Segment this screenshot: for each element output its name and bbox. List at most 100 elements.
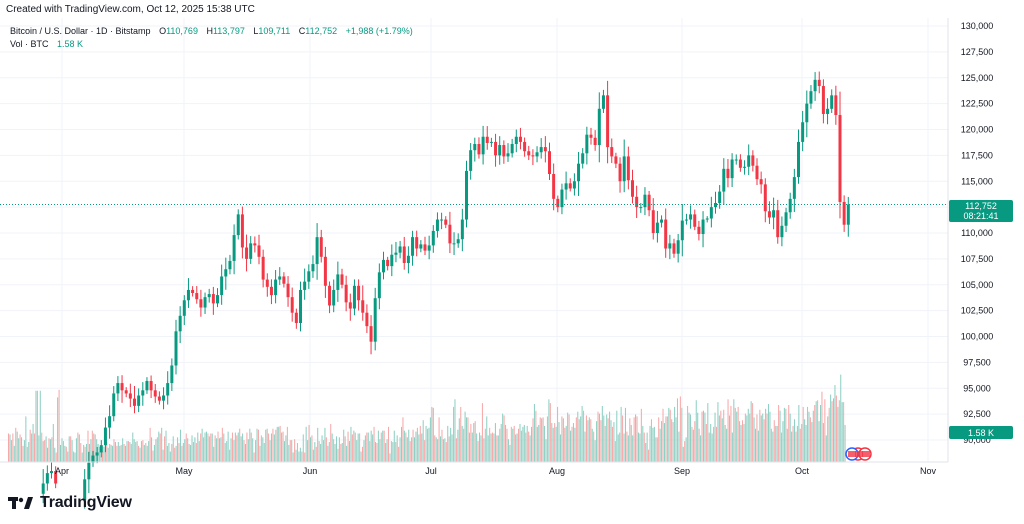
candle-body: [518, 136, 522, 142]
volume-bar: [250, 432, 252, 462]
tradingview-logo[interactable]: TradingView: [8, 494, 132, 512]
volume-bar: [554, 423, 556, 462]
volume-bar: [393, 430, 395, 462]
volume-bar: [143, 444, 145, 462]
volume-bar: [666, 416, 668, 462]
volume-bar: [331, 433, 333, 462]
candle-body: [328, 285, 332, 306]
volume-bar: [775, 425, 777, 462]
volume-bar: [309, 437, 312, 462]
volume-bar: [509, 444, 511, 462]
volume-bar: [18, 438, 20, 462]
volume-bar: [772, 431, 774, 462]
volume-bar: [139, 447, 141, 462]
candle-body: [245, 247, 249, 259]
candle-body: [572, 181, 576, 189]
candle-body: [626, 156, 630, 181]
volume-bar: [201, 428, 203, 462]
volume-bar: [684, 441, 686, 462]
chart-legend: Bitcoin / U.S. Dollar · 1D · Bitstamp O1…: [10, 25, 413, 51]
volume-bar: [626, 431, 628, 462]
price-tick-label: 130,000: [961, 21, 994, 31]
candle-body: [41, 483, 45, 494]
volume-bar: [471, 432, 473, 462]
time-axis[interactable]: Apr May Jun Jul Aug Sep Oct Nov: [55, 466, 937, 476]
volume-bar: [207, 433, 209, 462]
candle-body: [344, 284, 348, 303]
volume-bar: [61, 438, 63, 462]
volume-bar: [211, 433, 213, 462]
volume-bar: [843, 402, 845, 462]
volume-bar: [441, 429, 443, 462]
volume-bar: [503, 415, 505, 462]
candle-body: [813, 79, 817, 92]
volume-bar: [175, 445, 177, 462]
volume-bar: [337, 448, 339, 462]
volume-bar: [255, 440, 257, 462]
candle-body: [477, 143, 481, 155]
volume-bar: [78, 434, 80, 462]
price-tick-label: 127,500: [961, 47, 994, 57]
volume-bar: [182, 443, 184, 462]
volume-bar: [317, 427, 319, 462]
volume-bar: [64, 445, 66, 462]
volume-bar: [187, 438, 189, 462]
volume-bar: [47, 447, 49, 462]
volume-bar: [448, 436, 450, 462]
volume-bar: [289, 440, 291, 462]
volume-bar: [239, 428, 241, 462]
volume-bar: [650, 419, 652, 462]
volume-bar: [506, 428, 508, 462]
price-tick-label: 97,500: [963, 357, 991, 367]
volume-bar: [796, 425, 798, 462]
volume-bar: [487, 435, 489, 462]
candle-body: [743, 166, 747, 168]
volume-bar: [542, 417, 544, 462]
volume-bar: [548, 399, 550, 462]
price-tick-label: 102,500: [961, 306, 994, 316]
volume-bar: [713, 426, 715, 462]
candle-body: [747, 155, 751, 167]
candle-body: [278, 276, 282, 280]
candle-body: [842, 201, 846, 225]
volume-bar: [802, 406, 804, 462]
volume-bar: [538, 424, 540, 462]
volume-bar: [308, 424, 310, 462]
volume-bar: [694, 421, 696, 462]
volume-label[interactable]: Vol · BTC: [10, 39, 49, 49]
volume-bar: [366, 432, 368, 462]
volume-bar: [596, 421, 598, 462]
volume-bar: [413, 437, 416, 462]
volume-bar: [528, 431, 530, 462]
candle-body: [780, 225, 784, 238]
candle-body: [473, 143, 477, 151]
volume-bar: [268, 433, 270, 462]
candle-body: [402, 246, 406, 264]
volume-bar: [622, 415, 624, 462]
volume-bar: [427, 428, 429, 462]
us-flag-icon: [855, 451, 863, 457]
candle-body: [556, 198, 560, 208]
volume-bar: [477, 441, 479, 462]
candle-body: [606, 95, 610, 148]
volume-bar: [195, 443, 197, 462]
time-tick-label: Nov: [920, 466, 937, 476]
candle-body: [224, 269, 228, 277]
candle-body: [506, 153, 510, 157]
event-flags[interactable]: [845, 447, 872, 461]
candle-body: [631, 180, 634, 197]
volume-bar: [808, 411, 810, 462]
volume-bar: [93, 433, 95, 462]
price-axis[interactable]: 130,000 127,500 125,000 122,500 120,000 117,5…: [961, 21, 994, 445]
volume-bar: [169, 451, 171, 462]
volume-bar: [58, 389, 60, 462]
symbol-title[interactable]: Bitcoin / U.S. Dollar · 1D · Bitstamp: [10, 26, 151, 36]
candle-body: [772, 210, 776, 218]
volume-bar: [799, 428, 801, 462]
volume-bar: [281, 432, 283, 462]
volume-bar: [828, 407, 830, 462]
volume-bar: [125, 445, 127, 462]
volume-bar: [112, 445, 114, 462]
volume-bar: [44, 440, 46, 462]
